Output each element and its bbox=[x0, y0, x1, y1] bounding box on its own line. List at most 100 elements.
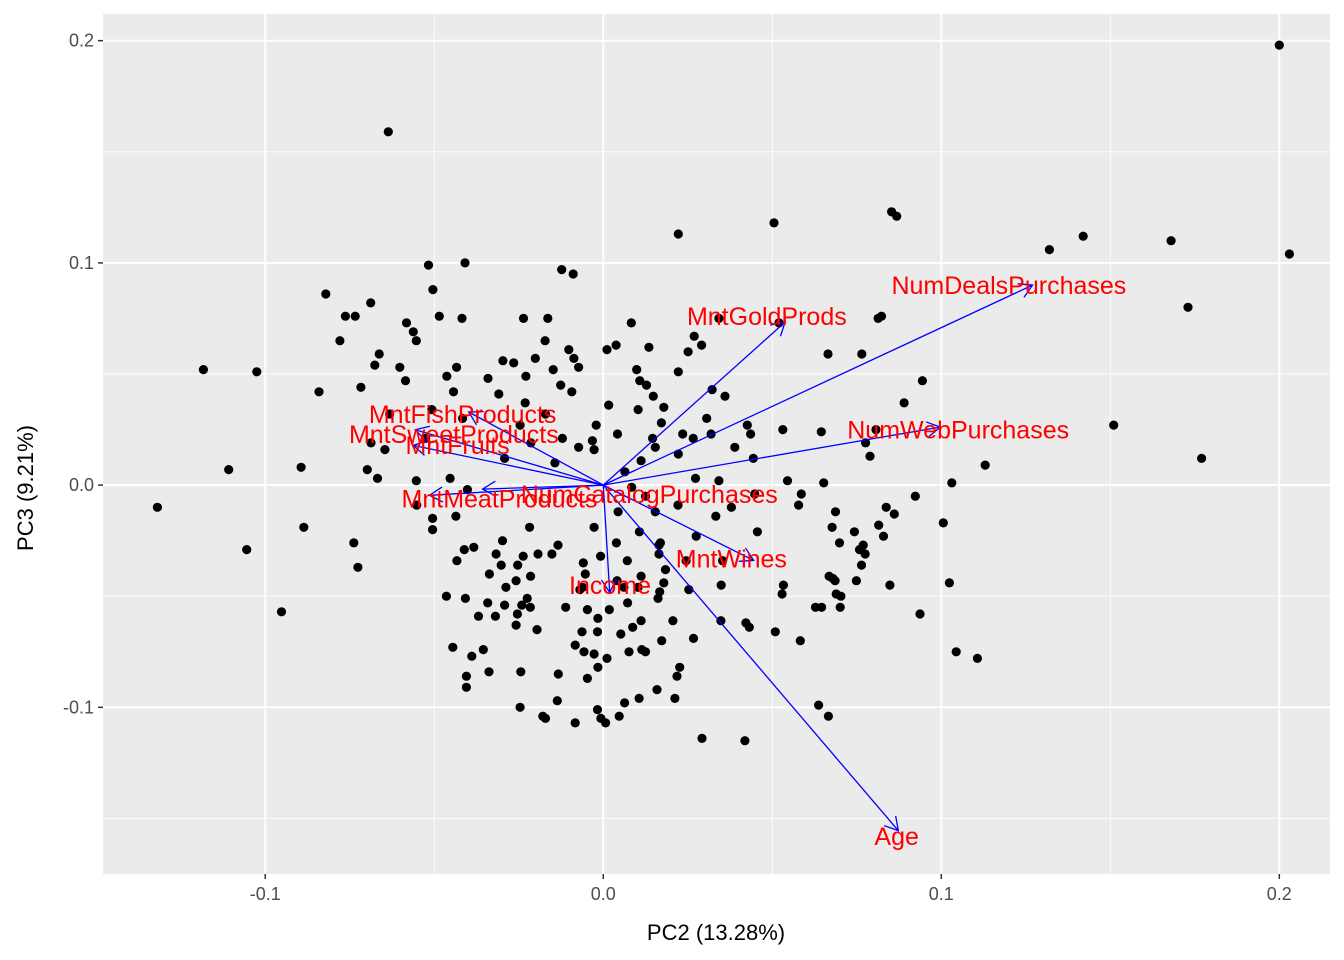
score-point bbox=[633, 582, 643, 592]
score-point bbox=[740, 736, 750, 746]
score-point bbox=[491, 549, 501, 559]
loading-arrow-age bbox=[602, 484, 899, 832]
score-point bbox=[152, 502, 162, 512]
score-point bbox=[553, 540, 563, 550]
score-point bbox=[873, 313, 883, 323]
score-point bbox=[427, 405, 437, 415]
score-point bbox=[513, 560, 523, 570]
score-point bbox=[543, 313, 553, 323]
score-point bbox=[650, 442, 660, 452]
grid-lines bbox=[103, 14, 1330, 874]
score-point bbox=[428, 525, 438, 535]
score-point bbox=[441, 591, 451, 601]
score-point bbox=[591, 420, 601, 430]
y-tick-label: 0.0 bbox=[69, 475, 94, 495]
score-point bbox=[601, 718, 611, 728]
score-point bbox=[716, 580, 726, 590]
loading-arrow-mntgoldprods bbox=[602, 321, 786, 486]
score-point bbox=[836, 591, 846, 601]
score-point bbox=[871, 425, 881, 435]
score-point bbox=[688, 433, 698, 443]
score-point bbox=[568, 269, 578, 279]
score-point bbox=[540, 409, 551, 419]
score-point bbox=[557, 433, 568, 443]
score-point bbox=[794, 500, 804, 510]
score-point bbox=[683, 347, 693, 357]
score-point bbox=[691, 531, 701, 541]
score-point bbox=[452, 362, 462, 372]
score-point bbox=[659, 402, 669, 412]
score-point bbox=[460, 258, 470, 268]
score-point bbox=[423, 260, 434, 270]
score-point bbox=[730, 442, 740, 452]
y-tick-label: 0.1 bbox=[69, 253, 94, 273]
score-point bbox=[578, 558, 588, 568]
x-tick-label: 0.2 bbox=[1267, 884, 1292, 904]
score-point bbox=[711, 511, 721, 521]
score-point bbox=[521, 371, 531, 381]
score-point bbox=[442, 371, 452, 381]
score-point bbox=[579, 647, 589, 657]
arrow-head bbox=[414, 425, 431, 442]
score-point bbox=[657, 636, 667, 646]
score-point bbox=[641, 380, 652, 390]
score-point bbox=[518, 313, 529, 323]
score-point bbox=[540, 713, 551, 724]
score-points bbox=[152, 40, 1294, 746]
x-tick-label: 0.0 bbox=[591, 884, 616, 904]
score-point bbox=[589, 649, 599, 659]
score-point bbox=[782, 476, 793, 486]
score-point bbox=[602, 345, 612, 355]
score-point bbox=[636, 456, 646, 466]
score-point bbox=[401, 318, 412, 328]
score-point bbox=[851, 576, 862, 586]
score-point bbox=[321, 289, 331, 299]
score-point bbox=[668, 616, 678, 626]
loading-label: MntFishProducts bbox=[369, 401, 557, 429]
score-point bbox=[353, 562, 363, 572]
score-point bbox=[356, 382, 366, 392]
loading-arrows bbox=[412, 283, 1034, 832]
score-point bbox=[547, 549, 557, 559]
score-point bbox=[951, 647, 961, 657]
score-point bbox=[374, 349, 384, 359]
score-point bbox=[752, 527, 763, 537]
x-tick-label: -0.1 bbox=[250, 884, 281, 904]
score-point bbox=[593, 662, 603, 672]
score-point bbox=[574, 442, 584, 452]
score-point bbox=[648, 391, 658, 401]
score-point bbox=[834, 538, 845, 548]
score-point bbox=[516, 667, 526, 677]
loading-arrow-mntfruits bbox=[413, 444, 604, 486]
score-point bbox=[827, 522, 837, 532]
score-point bbox=[636, 616, 646, 626]
score-point bbox=[656, 418, 667, 428]
score-point bbox=[714, 476, 724, 486]
score-point bbox=[448, 642, 458, 652]
score-point bbox=[892, 211, 902, 221]
score-point bbox=[530, 353, 540, 363]
y-tick-label: 0.2 bbox=[69, 31, 94, 51]
score-point bbox=[548, 365, 558, 375]
score-point bbox=[525, 602, 535, 612]
score-point bbox=[980, 460, 990, 470]
score-point bbox=[575, 585, 585, 595]
score-point bbox=[611, 538, 622, 548]
score-point bbox=[490, 611, 500, 621]
score-point bbox=[335, 336, 345, 346]
arrow-head bbox=[412, 440, 428, 456]
score-point bbox=[1197, 453, 1207, 463]
score-point bbox=[473, 611, 484, 621]
score-point bbox=[580, 569, 590, 579]
score-point bbox=[1274, 40, 1284, 50]
score-point bbox=[459, 545, 469, 555]
score-point bbox=[777, 589, 787, 599]
score-point bbox=[408, 327, 418, 337]
score-point bbox=[716, 616, 726, 626]
loading-label: NumCatalogPurchases bbox=[521, 481, 778, 509]
score-point bbox=[592, 705, 603, 715]
score-point bbox=[582, 673, 593, 684]
score-point bbox=[624, 647, 634, 657]
score-point bbox=[457, 313, 467, 323]
arrow-head bbox=[925, 421, 942, 438]
